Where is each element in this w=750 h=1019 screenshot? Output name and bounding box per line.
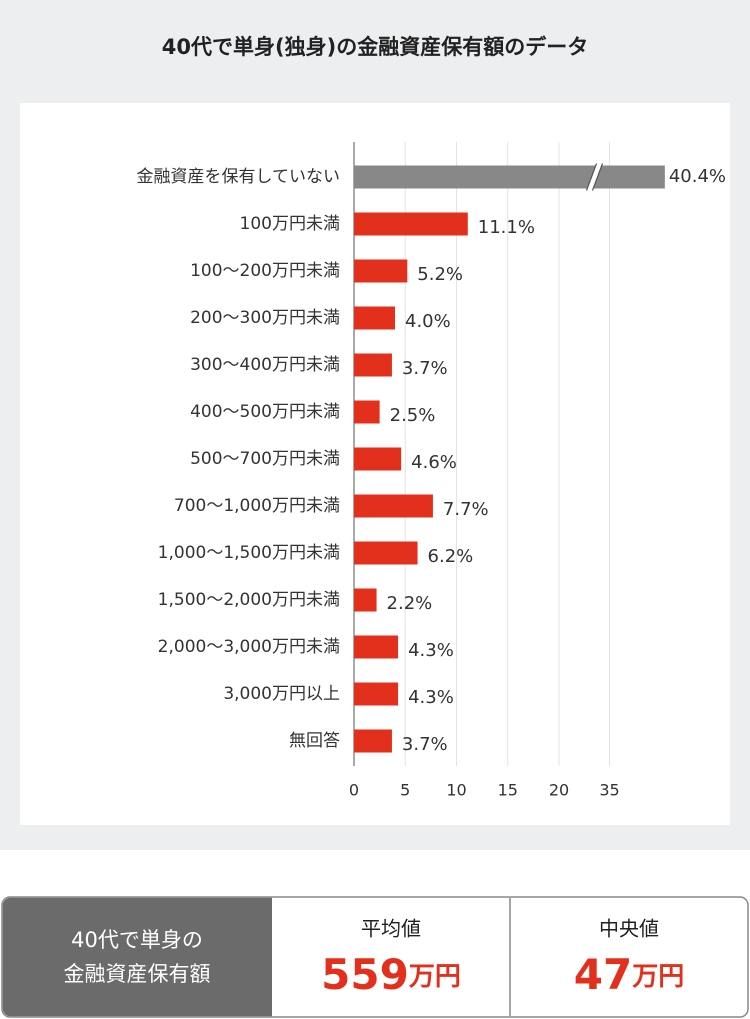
x-tick-label: 10 — [446, 781, 466, 800]
summary-label: 平均値 — [361, 917, 421, 941]
summary-label: 中央値 — [599, 917, 659, 941]
y-tick-label: 700〜1,000万円未満 — [174, 496, 340, 516]
y-tick-label: 2,000〜3,000万円未満 — [158, 637, 340, 657]
summary-value: 559万円 — [321, 950, 461, 999]
y-tick-label: 500〜700万円未満 — [190, 449, 340, 469]
axis-break — [586, 163, 603, 191]
data-label: 4.3% — [408, 687, 454, 708]
bar — [354, 306, 395, 330]
data-label: 6.2% — [428, 546, 474, 567]
x-tick-label: 5 — [400, 781, 410, 800]
bar — [354, 212, 468, 236]
y-tick-label: 3,000万円以上 — [223, 684, 340, 704]
bar — [354, 541, 418, 565]
data-label: 11.1% — [478, 217, 535, 238]
data-label: 4.3% — [408, 640, 454, 661]
summary-number: 47 — [574, 950, 632, 999]
summary-value: 47万円 — [574, 950, 684, 999]
summary-heading: 40代で単身の — [71, 928, 203, 952]
data-label: 2.2% — [387, 593, 433, 614]
bar — [354, 635, 399, 659]
y-tick-label: 300〜400万円未満 — [190, 355, 340, 375]
x-tick-label: 20 — [549, 781, 569, 800]
bar — [354, 400, 380, 424]
x-tick-label: 0 — [349, 781, 359, 800]
summary-heading-bg — [2, 897, 272, 1017]
bar — [354, 588, 377, 612]
y-tick-label: 200〜300万円未満 — [190, 308, 340, 328]
y-tick-label: 1,000〜1,500万円未満 — [158, 543, 340, 563]
data-label: 3.7% — [402, 358, 448, 379]
y-tick-label: 金融資産を保有していない — [137, 167, 341, 187]
data-label: 7.7% — [443, 499, 489, 520]
bar — [354, 494, 433, 518]
y-tick-label: 無回答 — [289, 731, 340, 751]
bar — [354, 729, 392, 753]
y-tick-label: 1,500〜2,000万円未満 — [158, 590, 340, 610]
data-label: 3.7% — [402, 734, 448, 755]
x-tick-label: 35 — [599, 781, 619, 800]
y-tick-label: 100〜200万円未満 — [190, 261, 340, 281]
data-label: 4.0% — [405, 311, 451, 332]
summary-number: 559 — [321, 950, 409, 999]
y-tick-label: 400〜500万円未満 — [190, 402, 340, 422]
summary-unit: 万円 — [409, 962, 461, 992]
y-tick-label: 100万円未満 — [240, 214, 340, 234]
axis-break-line — [591, 163, 604, 191]
data-label: 4.6% — [411, 452, 457, 473]
bar — [354, 165, 665, 189]
data-label: 40.4% — [669, 166, 726, 187]
bar — [354, 259, 408, 283]
data-label: 5.2% — [417, 264, 463, 285]
summary-unit: 万円 — [632, 962, 684, 992]
data-label: 2.5% — [390, 405, 436, 426]
chart-title: 40代で単身(独身)の金融資産保有額のデータ — [162, 35, 588, 59]
bar — [354, 353, 392, 377]
bar — [354, 447, 402, 471]
bar — [354, 682, 399, 706]
summary-heading: 金融資産保有額 — [64, 962, 211, 986]
x-tick-label: 15 — [498, 781, 518, 800]
axis-break-line — [585, 163, 598, 191]
